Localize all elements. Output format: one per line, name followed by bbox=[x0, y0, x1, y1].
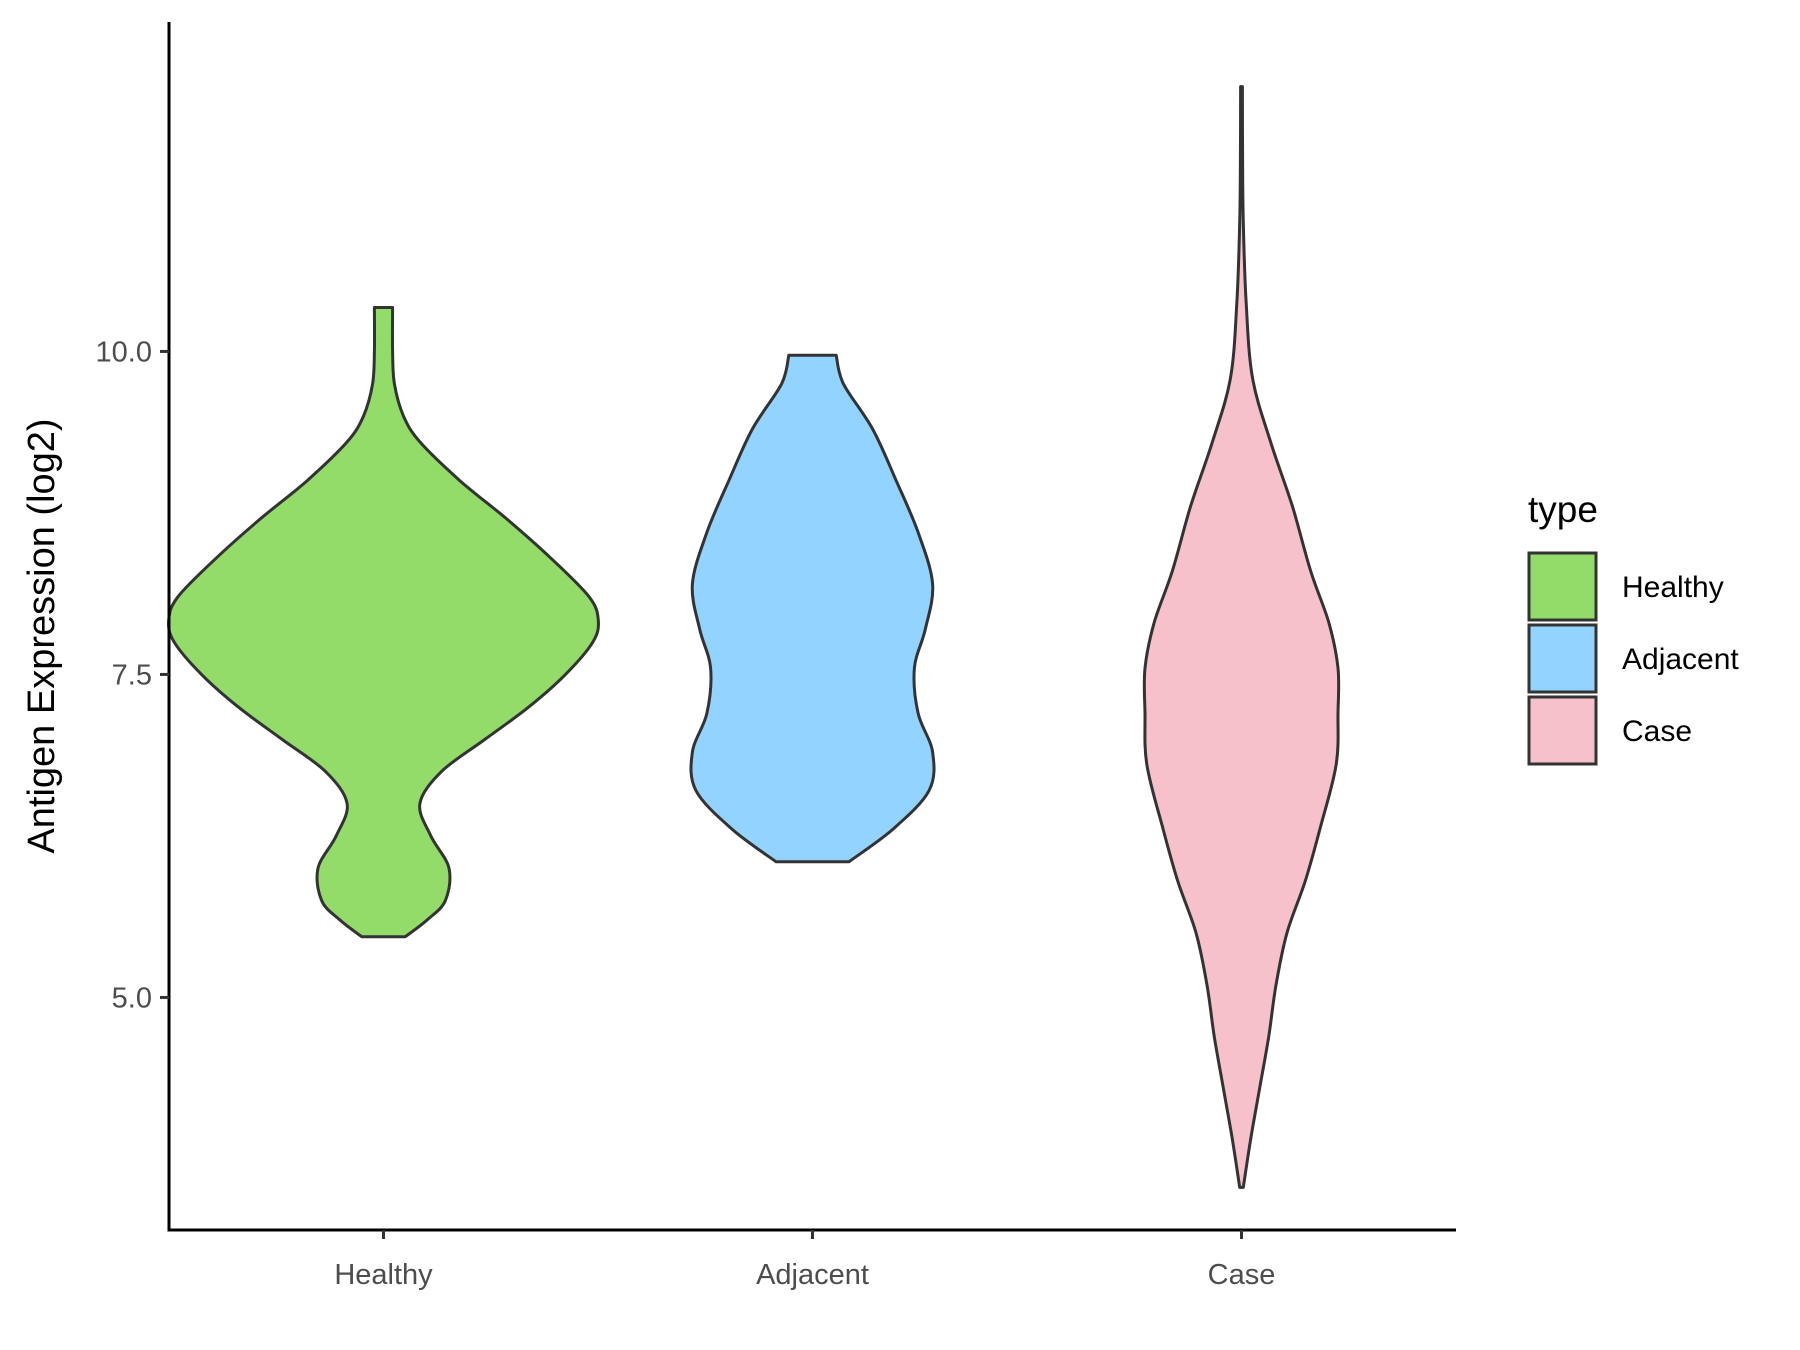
legend: type Healthy Adjacent Case bbox=[1527, 489, 1739, 766]
x-ticks: Healthy Adjacent Case bbox=[334, 1230, 1275, 1291]
x-tick-label: Healthy bbox=[334, 1259, 433, 1291]
legend-swatch-adjacent bbox=[1527, 623, 1598, 694]
y-tick-label: 10.0 bbox=[96, 336, 152, 368]
legend-swatch-case bbox=[1527, 695, 1598, 766]
violin-healthy bbox=[167, 306, 600, 939]
legend-label-healthy: Healthy bbox=[1622, 571, 1724, 604]
violin-case bbox=[1142, 85, 1341, 1189]
x-tick-label: Case bbox=[1208, 1259, 1276, 1291]
x-tick-label: Adjacent bbox=[756, 1259, 869, 1291]
y-axis-title: Antigen Expression (log2) bbox=[21, 418, 63, 853]
legend-label-adjacent: Adjacent bbox=[1622, 643, 1739, 676]
violin-adjacent bbox=[689, 353, 936, 864]
legend-title: type bbox=[1528, 489, 1598, 530]
legend-swatch-healthy bbox=[1527, 551, 1598, 622]
y-tick-label: 5.0 bbox=[112, 982, 152, 1014]
y-tick-label: 7.5 bbox=[112, 659, 152, 691]
legend-label-case: Case bbox=[1622, 715, 1692, 748]
violins-layer bbox=[167, 85, 1341, 1189]
y-ticks: 5.0 7.5 10.0 bbox=[96, 336, 169, 1014]
